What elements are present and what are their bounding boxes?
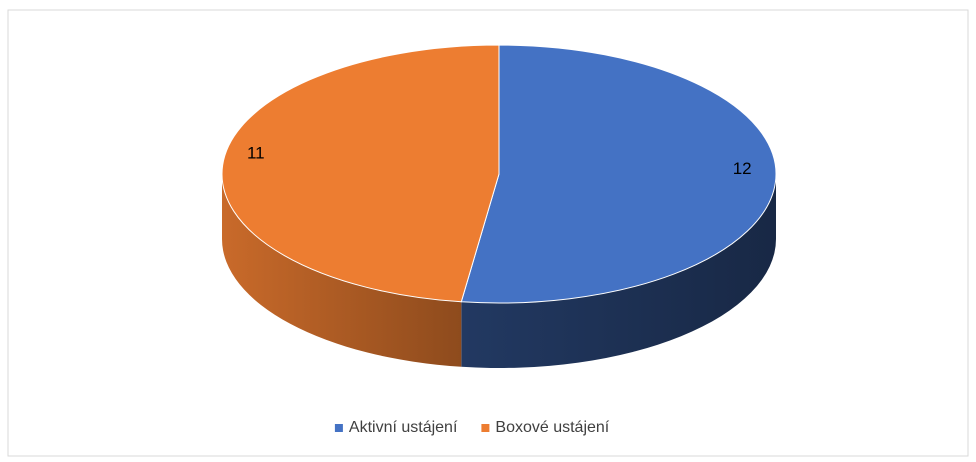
slice (221, 44, 500, 303)
legend-swatch (481, 424, 490, 432)
data-label: 12 (733, 159, 752, 178)
legend-swatch (334, 424, 343, 432)
data-label: 11 (247, 144, 265, 163)
legend-label: Boxové ustájení (495, 419, 609, 436)
slice-side (222, 174, 462, 367)
legend-label: Aktivní ustájení (349, 419, 458, 436)
slice-side (461, 174, 776, 368)
slice (460, 44, 777, 304)
